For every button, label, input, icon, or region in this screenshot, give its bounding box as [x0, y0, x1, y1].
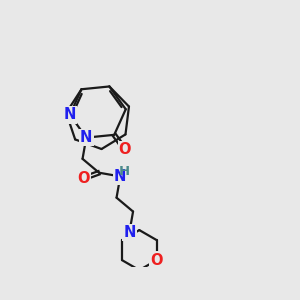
Text: N: N [80, 130, 92, 145]
Text: O: O [150, 253, 163, 268]
Text: O: O [119, 142, 131, 157]
Text: N: N [123, 225, 136, 240]
Text: O: O [77, 171, 89, 186]
Text: N: N [114, 169, 127, 184]
Text: N: N [64, 107, 76, 122]
Text: H: H [119, 165, 130, 178]
